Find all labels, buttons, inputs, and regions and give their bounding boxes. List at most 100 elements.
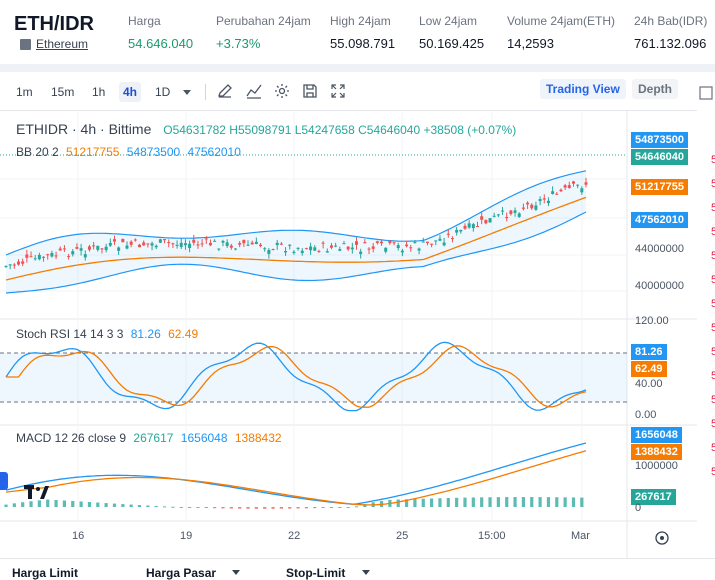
timeframe-4h[interactable]: 4h	[119, 82, 142, 102]
stat-low-value: 50.169.425	[419, 36, 485, 51]
candle	[217, 248, 221, 250]
candle	[204, 238, 208, 240]
macd-histogram-bar	[404, 499, 409, 507]
stop-limit-dropdown-icon[interactable]	[362, 570, 370, 575]
candle	[396, 245, 400, 249]
book-layout-icon[interactable]	[699, 86, 713, 100]
pencil-icon[interactable]	[216, 82, 234, 100]
side-panel-toggle[interactable]	[0, 472, 8, 490]
macd-histogram-bar	[538, 497, 542, 507]
candle	[188, 243, 192, 249]
macd-histogram-bar	[71, 500, 75, 507]
macd-histogram-bar	[304, 507, 309, 509]
macd-histogram-bar	[121, 504, 125, 507]
fullscreen-icon[interactable]	[329, 82, 347, 100]
candle	[321, 242, 325, 244]
macd-histogram-bar	[496, 497, 500, 507]
macd-histogram-bar	[530, 497, 534, 507]
symbol-label: ETHIDR · 4h · Bittime	[16, 121, 152, 137]
coin-link[interactable]: Ethereum	[20, 37, 88, 51]
market-order-dropdown-icon[interactable]	[232, 570, 240, 575]
stat-low: Low 24jam 50.169.425	[419, 14, 484, 51]
macd-histogram-bar	[513, 497, 517, 507]
candle	[584, 182, 588, 185]
macd-histogram-bar	[196, 507, 200, 508]
macd-histogram-bar	[154, 505, 158, 507]
price-tick-40m: 40000000	[635, 280, 684, 292]
macd-histogram-bar	[338, 507, 342, 508]
candle	[4, 265, 8, 267]
tab-limit-order[interactable]: Harga Limit	[12, 566, 79, 580]
candle	[288, 244, 292, 246]
timeframe-1m[interactable]: 1m	[16, 85, 33, 99]
candle	[517, 213, 521, 217]
chart-canvas[interactable]	[0, 110, 697, 558]
candle	[534, 205, 538, 210]
candle	[146, 243, 150, 245]
order-book-price: 5	[711, 250, 715, 262]
pair-title[interactable]: ETH/IDR	[14, 13, 94, 35]
bb-legend-upper: 54873500	[126, 145, 181, 159]
macd-histogram-bar	[580, 497, 584, 507]
macd-histogram-bar	[4, 504, 8, 507]
macd-histogram-bar	[463, 497, 467, 507]
stat-change-label: Perubahan 24jam	[216, 14, 311, 28]
candle	[467, 223, 471, 228]
candle	[8, 264, 12, 266]
order-book-edge: 5 5 5 5 5 5 5 5 5 5 5 5 5 5	[697, 72, 715, 558]
timeframe-15m[interactable]: 15m	[51, 85, 75, 99]
coin-name[interactable]: Ethereum	[36, 37, 89, 51]
save-icon[interactable]	[301, 82, 319, 100]
candle	[154, 245, 158, 248]
timeframe-1d[interactable]: 1D	[155, 85, 171, 99]
indicator-icon[interactable]	[245, 82, 263, 100]
tab-stop-limit[interactable]: Stop-Limit	[286, 566, 346, 580]
candle	[121, 238, 125, 243]
candle	[233, 248, 237, 250]
x-label-25: 25	[396, 530, 409, 542]
trading-view-button[interactable]: Trading View	[540, 79, 626, 99]
candle	[501, 210, 505, 212]
candle	[229, 245, 233, 248]
stat-price: Harga 54.646.040	[128, 14, 193, 51]
macd-histogram-bar	[87, 502, 92, 507]
candle	[538, 199, 542, 202]
stat-high-label: High 24jam	[330, 14, 391, 28]
macd-histogram-bar	[146, 505, 150, 507]
macd-histogram-bar	[229, 507, 233, 509]
bb-mid-line	[5, 196, 587, 281]
chart-settings-icon[interactable]	[655, 531, 669, 545]
macd-signal-line	[5, 450, 587, 506]
candle	[259, 244, 263, 247]
bb-lower-tag: 47562010	[631, 212, 688, 228]
tradingview-logo-icon[interactable]	[24, 483, 50, 501]
candle	[409, 247, 413, 249]
timeframe-dropdown-icon[interactable]	[183, 90, 191, 95]
stoch-legend-d: 62.49	[168, 327, 199, 341]
timeframe-1h[interactable]: 1h	[92, 85, 106, 99]
candle	[380, 241, 384, 244]
stat-quote-volume-label: 24h Bab(IDR)	[634, 14, 708, 28]
macd-histogram-bar	[296, 507, 300, 509]
candle	[133, 239, 137, 241]
macd-legend-line: 1656048	[180, 431, 228, 445]
depth-button[interactable]: Depth	[632, 79, 678, 99]
macd-line	[5, 442, 587, 505]
order-book-price: 5	[711, 226, 715, 238]
candle	[254, 241, 258, 245]
macd-histogram-bar	[137, 505, 142, 507]
stat-quote-volume: 24h Bab(IDR) 761.132.096	[634, 14, 707, 51]
candle	[342, 243, 346, 245]
candle	[476, 225, 480, 227]
macd-histogram-bar	[279, 507, 283, 509]
candle	[334, 245, 338, 247]
order-book-price: 5	[711, 418, 715, 430]
bb-upper-line	[5, 170, 587, 256]
candle	[79, 248, 83, 251]
order-type-tabs: Harga Limit Harga Pasar Stop-Limit	[0, 558, 715, 580]
settings-gear-icon[interactable]	[273, 82, 291, 100]
candle	[246, 244, 250, 246]
tab-market-order[interactable]: Harga Pasar	[146, 566, 217, 580]
candle	[284, 251, 288, 253]
candle	[196, 244, 200, 246]
